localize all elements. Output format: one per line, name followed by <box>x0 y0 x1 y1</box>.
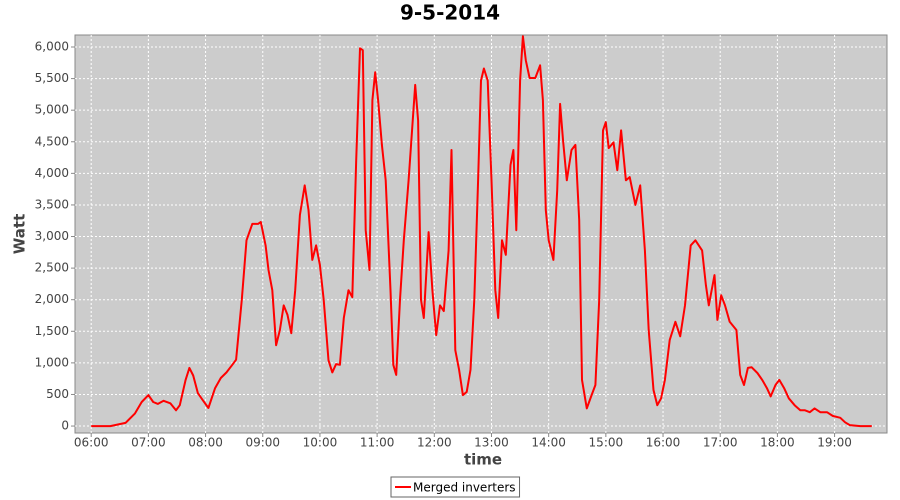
y-tick-label: 1,000 <box>35 355 69 369</box>
y-axis-label: Watt <box>11 214 29 254</box>
x-tick-label: 12:00 <box>417 436 452 450</box>
y-tick-label: 4,500 <box>35 134 69 148</box>
x-tick-label: 09:00 <box>245 436 280 450</box>
data-line <box>91 35 872 428</box>
y-tick-label: 2,000 <box>35 292 69 306</box>
y-tick-label: 1,500 <box>35 324 69 338</box>
y-tick-label: 500 <box>46 387 69 401</box>
x-tick-label: 18:00 <box>760 436 795 450</box>
legend-label: Merged inverters <box>413 481 516 495</box>
legend: Merged inverters <box>390 476 521 498</box>
y-tick-label: 2,500 <box>35 261 69 275</box>
x-tick-label: 11:00 <box>360 436 395 450</box>
x-tick-label: 06:00 <box>74 436 109 450</box>
y-tick-label: 5,000 <box>35 103 69 117</box>
x-tick-label: 19:00 <box>817 436 852 450</box>
x-axis-label: time <box>464 451 502 469</box>
chart-title: 9-5-2014 <box>400 1 500 25</box>
x-tick-label: 16:00 <box>646 436 681 450</box>
x-tick-label: 10:00 <box>303 436 338 450</box>
x-tick-label: 13:00 <box>474 436 509 450</box>
y-tick-label: 0 <box>61 419 69 433</box>
x-tick-label: 07:00 <box>131 436 166 450</box>
x-tick-label: 08:00 <box>188 436 223 450</box>
y-tick-label: 3,500 <box>35 197 69 211</box>
y-tick-label: 5,500 <box>35 71 69 85</box>
y-tick-label: 4,000 <box>35 166 69 180</box>
x-tick-label: 17:00 <box>703 436 738 450</box>
x-tick-label: 15:00 <box>589 436 624 450</box>
x-tick-label: 14:00 <box>531 436 566 450</box>
y-tick-label: 6,000 <box>35 40 69 54</box>
legend-box <box>390 476 521 498</box>
y-tick-label: 3,000 <box>35 229 69 243</box>
